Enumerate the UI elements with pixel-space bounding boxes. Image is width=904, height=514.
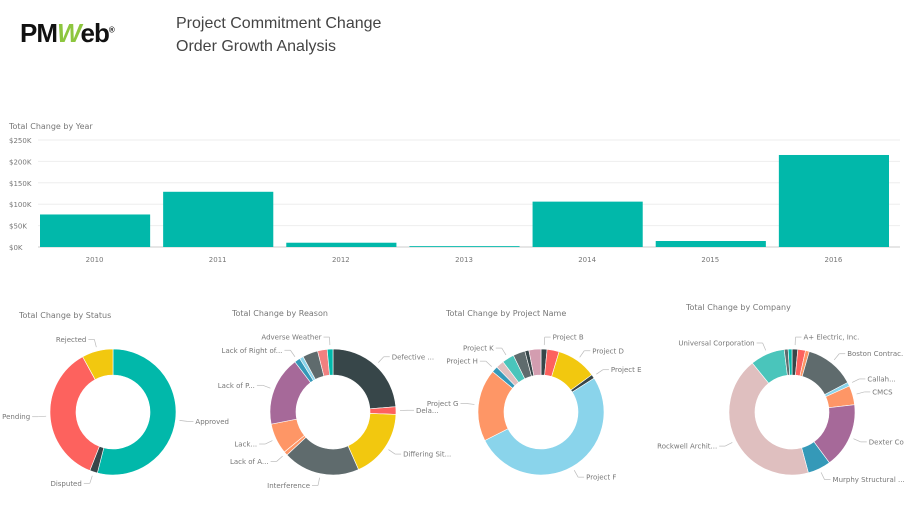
leader-line: [853, 438, 861, 443]
donut-slice: [484, 377, 605, 476]
slice-label: Lack of Right of...: [222, 347, 283, 355]
leader-line: [762, 342, 767, 351]
leader-line: [856, 391, 865, 395]
leader-line: [596, 369, 604, 375]
donut-title: Total Change by Status: [18, 311, 111, 320]
slice-label: Project K: [463, 345, 494, 353]
slice-label: Lack of P...: [218, 382, 255, 390]
x-tick-label: 2016: [825, 256, 843, 264]
slice-label: Disputed: [50, 480, 81, 488]
donut-slice: [728, 362, 809, 476]
slice-label: Project E: [611, 366, 642, 374]
donut-slice: [82, 348, 114, 380]
slice-label: Lack...: [234, 441, 257, 449]
slice-label: Interference: [267, 482, 310, 490]
page-title: Project Commitment Change Order Growth A…: [176, 12, 381, 58]
slice-label: Callah...: [867, 375, 895, 383]
slice-label: Differing Sit...: [403, 451, 451, 459]
y-tick-label: $100K: [9, 201, 32, 209]
donut-title: Total Change by Reason: [231, 309, 328, 318]
leader-line: [38, 415, 47, 418]
slice-label: Boston Contrac...: [847, 350, 904, 358]
bar-2012: [286, 242, 397, 247]
slice-label: Universal Corporation: [678, 339, 754, 347]
bar-2010: [40, 214, 151, 247]
donut-slice: [326, 348, 334, 376]
leader-line: [290, 350, 296, 358]
bar-2015: [655, 241, 766, 247]
leader-line: [317, 477, 320, 486]
donut-title: Total Change by Company: [685, 303, 791, 312]
bar-2014: [532, 201, 643, 247]
slice-label: Project F: [586, 474, 616, 482]
leader-line: [94, 339, 97, 348]
leader-line: [276, 455, 283, 462]
x-tick-label: 2012: [332, 256, 350, 264]
y-tick-label: $0K: [9, 244, 23, 252]
donut-slice: [347, 413, 397, 470]
slice-label: CMCS: [872, 388, 893, 396]
donut-slice: [332, 348, 397, 410]
slice-label: Murphy Structural ...: [833, 476, 904, 484]
leader-line: [388, 449, 396, 455]
slice-label: Dexter Co...: [869, 438, 904, 446]
title-line-2: Order Growth Analysis: [176, 38, 337, 55]
bar-2013: [409, 246, 520, 247]
donut-slice: [49, 356, 100, 471]
leader-line: [89, 475, 93, 484]
slice-label: Adverse Weather: [261, 334, 321, 342]
y-tick-label: $250K: [9, 137, 32, 145]
leader-line: [851, 378, 860, 383]
title-line-1: Project Commitment Change: [176, 15, 382, 32]
bar-chart-title: Total Change by Year: [8, 122, 93, 131]
slice-label: Rockwell Archit...: [657, 443, 717, 451]
leader-line: [820, 472, 825, 480]
leader-line: [466, 403, 475, 405]
slice-label: Project H: [446, 358, 477, 366]
leader-line: [725, 442, 733, 447]
x-tick-label: 2010: [86, 256, 104, 264]
donut-slice: [528, 348, 542, 377]
slice-label: Defective ...: [392, 353, 434, 361]
leader-line: [501, 347, 507, 356]
x-tick-label: 2015: [701, 256, 719, 264]
y-tick-label: $150K: [9, 180, 32, 188]
leader-line: [265, 440, 273, 445]
x-tick-label: 2013: [455, 256, 473, 264]
bar-2011: [163, 191, 274, 247]
x-tick-label: 2011: [209, 256, 227, 264]
leader-line: [378, 356, 384, 363]
leader-line: [485, 360, 492, 367]
donut-slice: [787, 348, 793, 376]
x-tick-label: 2014: [578, 256, 596, 264]
donut-title: Total Change by Project Name: [445, 309, 566, 318]
leader-line: [833, 353, 840, 361]
leader-line: [579, 350, 585, 358]
leader-line: [573, 470, 579, 478]
y-tick-label: $50K: [9, 223, 27, 231]
slice-label: Project B: [553, 334, 584, 342]
y-tick-label: $200K: [9, 158, 32, 166]
leader-line: [179, 420, 188, 422]
pmweb-logo: PMWeb®: [20, 18, 115, 48]
donut-slice: [96, 348, 177, 476]
slice-label: Pending: [2, 413, 30, 421]
slice-label: Dela...: [416, 407, 439, 415]
slice-label: Project D: [592, 347, 624, 355]
slice-label: Lack of A...: [230, 458, 269, 466]
slice-label: A+ Electric, Inc.: [803, 334, 859, 342]
slice-label: Project G: [427, 400, 459, 408]
leader-line: [262, 384, 271, 389]
slice-label: Approved: [195, 418, 229, 426]
slice-label: Rejected: [56, 336, 86, 344]
bar-2016: [778, 154, 889, 247]
